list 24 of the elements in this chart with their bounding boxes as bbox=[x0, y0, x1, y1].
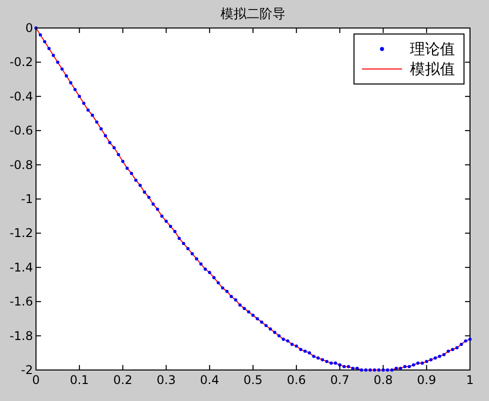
y-tick-label: -0.8 bbox=[10, 158, 33, 172]
x-tick-label: 1 bbox=[466, 373, 474, 387]
y-tick-label: -1 bbox=[21, 192, 33, 206]
y-tick-label: -0.4 bbox=[10, 89, 33, 104]
y-tick-label: -0.6 bbox=[10, 124, 33, 138]
y-tick-label: -1.4 bbox=[10, 260, 33, 274]
x-tick-label: 0.8 bbox=[374, 373, 393, 387]
y-tick-label: -2 bbox=[21, 363, 33, 377]
y-tick-label: -1.8 bbox=[10, 328, 33, 343]
x-tick-label: 0.9 bbox=[417, 373, 436, 387]
chart-title: 模拟二阶导 bbox=[220, 7, 286, 22]
x-tick-label: 0.6 bbox=[286, 373, 306, 387]
y-tick-label: -1.2 bbox=[10, 226, 33, 240]
y-tick-label: 0 bbox=[25, 21, 33, 35]
y-tick-label: -1.6 bbox=[10, 294, 33, 309]
legend-label: 理论值 bbox=[410, 40, 455, 58]
x-tick-label: 0.1 bbox=[70, 373, 89, 387]
x-tick-label: 0.3 bbox=[156, 373, 176, 387]
y-tick-label: -0.2 bbox=[10, 55, 33, 70]
x-tick-label: 0.5 bbox=[243, 373, 263, 387]
x-tick-label: 0.7 bbox=[330, 373, 350, 387]
x-tick-label: 0.2 bbox=[113, 373, 132, 387]
legend-label: 模拟值 bbox=[410, 60, 455, 78]
x-tick-label: 0.4 bbox=[200, 373, 220, 387]
